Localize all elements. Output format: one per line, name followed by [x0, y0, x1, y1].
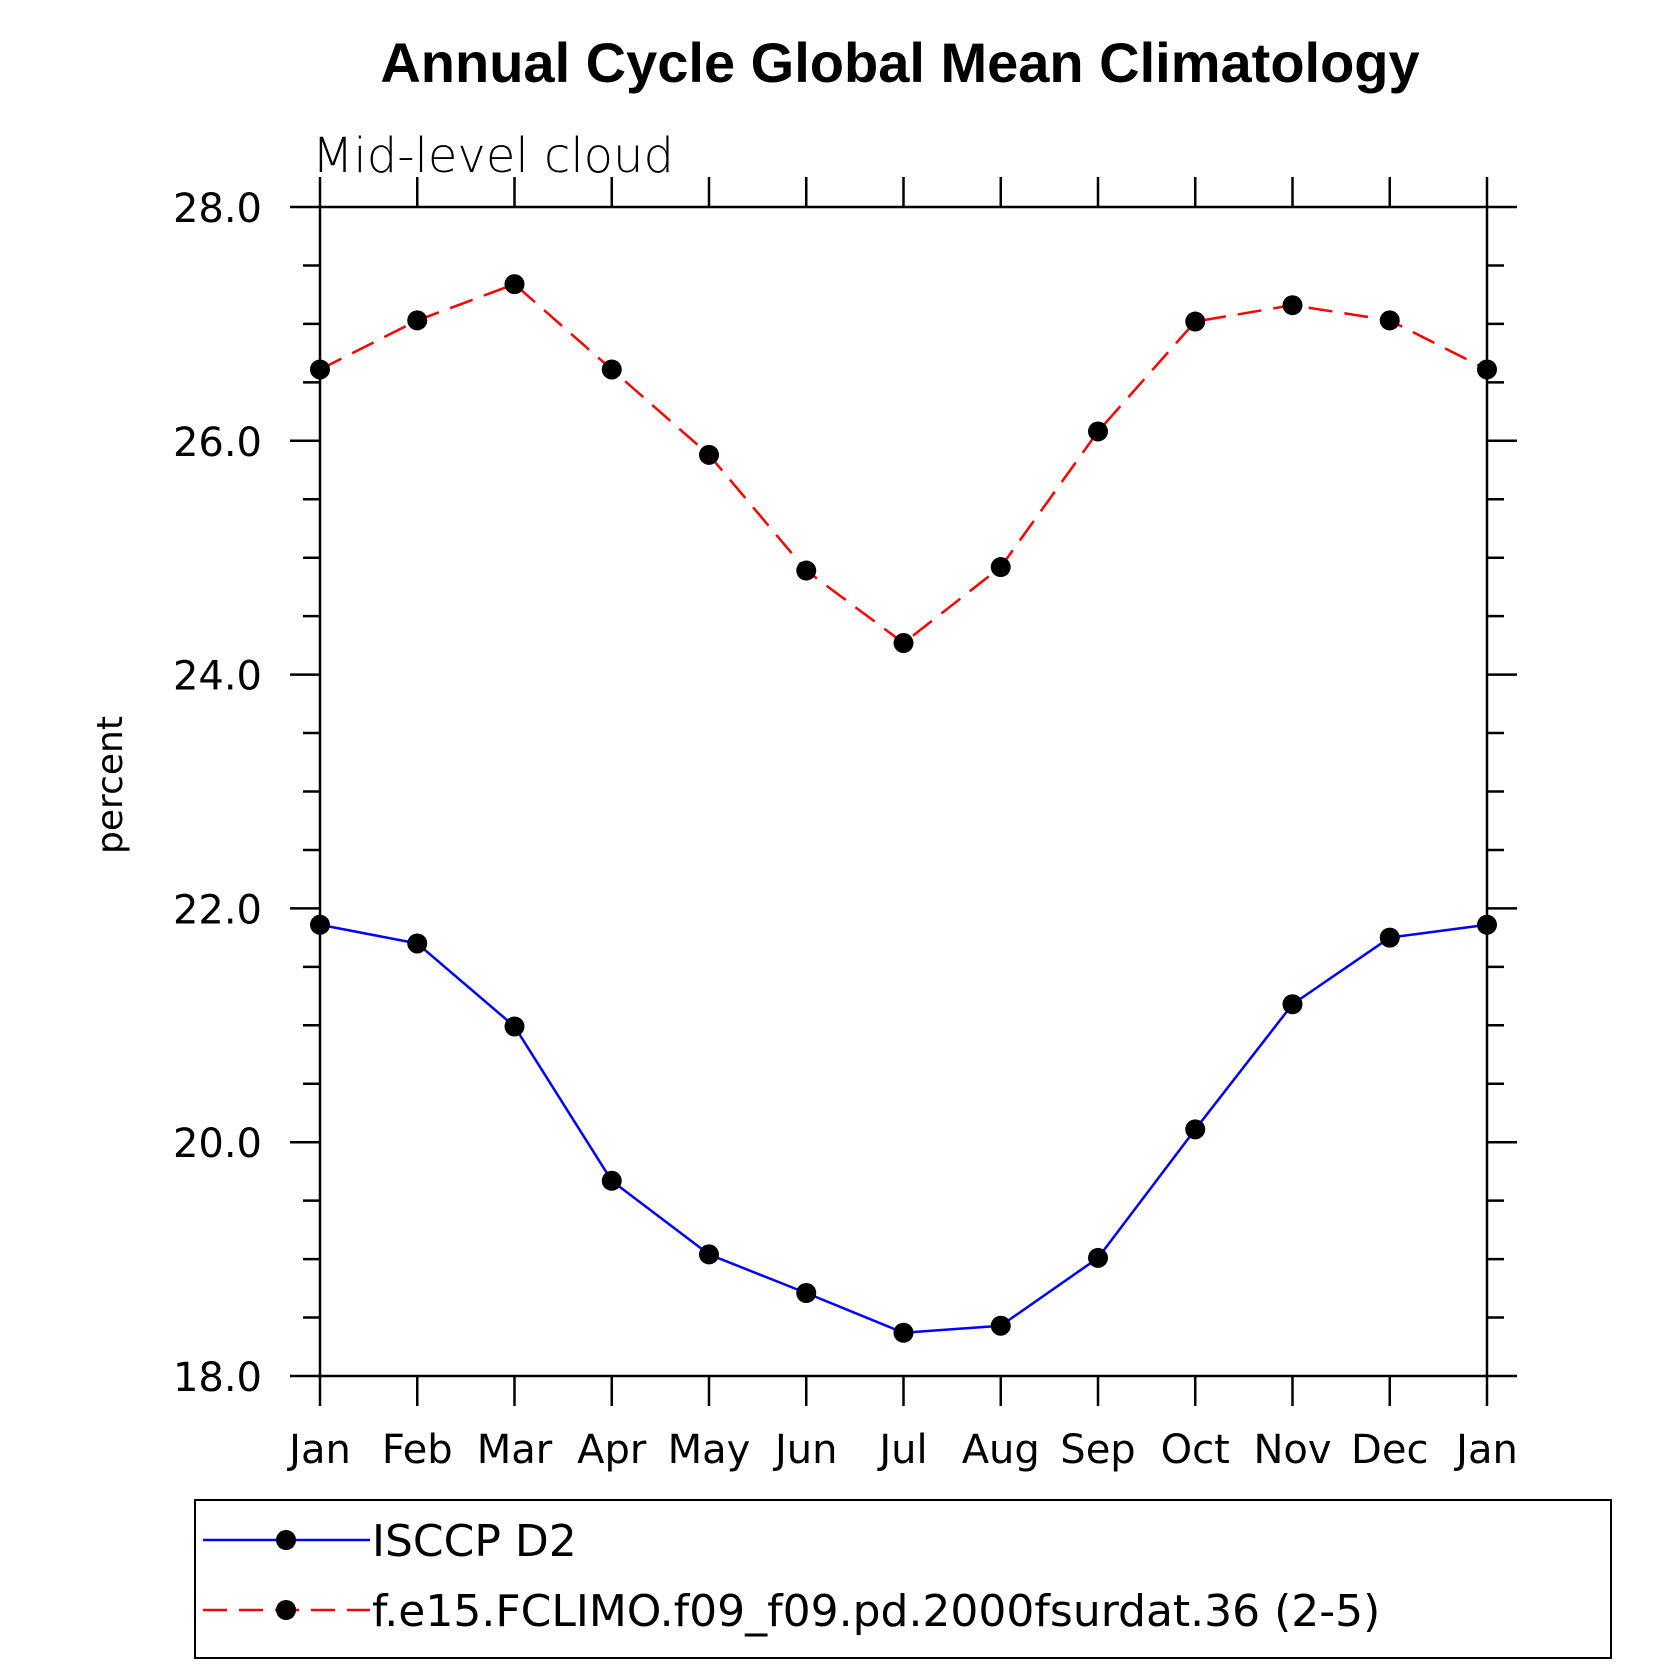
- legend-label-2: f.e15.FCLIMO.f09_f09.pd.2000fsurdat.36 (…: [372, 1586, 1380, 1637]
- x-tick-label: May: [668, 1427, 751, 1473]
- series-1-point: [699, 1244, 719, 1265]
- chart-title: Annual Cycle Global Mean Climatology: [380, 31, 1419, 94]
- series-2-point: [1282, 295, 1303, 316]
- legend-marker-2: [276, 1600, 296, 1620]
- x-tick-label: Sep: [1060, 1427, 1135, 1473]
- x-tick-label: Jan: [286, 1427, 351, 1473]
- y-tick-label: 28.0: [173, 186, 262, 232]
- y-tick-label: 22.0: [173, 887, 262, 933]
- series-1-point: [990, 1315, 1011, 1336]
- plot-frame: [318, 205, 1489, 1378]
- series-1-point: [504, 1016, 525, 1037]
- legend: ISCCP D2 f.e15.FCLIMO.f09_f09.pd.2000fsur…: [203, 1516, 1380, 1637]
- series-1-point: [310, 914, 330, 935]
- series-1-point: [1088, 1247, 1108, 1268]
- x-tick-label: Nov: [1253, 1427, 1331, 1473]
- y-tick-label: 18.0: [173, 1355, 262, 1401]
- x-tick-label: Jun: [772, 1427, 838, 1473]
- chart-subtitle: Mid-level cloud: [312, 128, 674, 184]
- series-2-point: [1088, 421, 1108, 442]
- series-line-2: [319, 282, 1488, 645]
- series-2-point: [1185, 311, 1206, 332]
- series-1-point: [601, 1170, 622, 1191]
- x-tick-label: Jan: [1453, 1427, 1518, 1473]
- x-tick-label: Aug: [962, 1427, 1040, 1473]
- x-tick-label: Mar: [477, 1427, 553, 1473]
- series-2-point: [893, 633, 914, 654]
- y-axis-label: percent: [90, 716, 131, 854]
- series-line-1: [319, 923, 1488, 1335]
- series-2-point: [796, 560, 817, 581]
- series-2-point: [310, 359, 330, 380]
- series-2-point: [504, 274, 525, 295]
- series-1-point: [1185, 1119, 1206, 1140]
- legend-box: [194, 1499, 1612, 1659]
- series-1-point: [1282, 994, 1303, 1015]
- x-tick-label: Jul: [876, 1427, 927, 1473]
- x-tick-label: Dec: [1351, 1427, 1428, 1473]
- series-2-point: [1379, 310, 1400, 331]
- series-1-point: [796, 1283, 817, 1304]
- y-tick-label: 24.0: [173, 654, 262, 700]
- series-1-point: [893, 1322, 914, 1343]
- series-2-point: [407, 310, 428, 331]
- series-2-point: [699, 444, 719, 465]
- series-1-point: [1477, 914, 1497, 935]
- y-tick-label: 26.0: [173, 420, 262, 466]
- legend-marker-1: [276, 1530, 296, 1550]
- series-2-point: [1477, 359, 1497, 380]
- axes-layer: 18.0 20.0 22.0 24.0 26.0 28.0 Jan Feb Mar Apr May J…: [173, 177, 1518, 1473]
- series-2-point: [601, 359, 622, 380]
- series-layer: [310, 274, 1497, 1343]
- x-tick-label: Apr: [577, 1427, 647, 1473]
- series-2-point: [990, 557, 1011, 578]
- y-tick-label: 20.0: [173, 1121, 262, 1167]
- series-1-point: [407, 933, 428, 954]
- x-tick-label: Feb: [382, 1427, 453, 1473]
- series-1-point: [1379, 927, 1400, 948]
- legend-label-1: ISCCP D2: [372, 1516, 577, 1567]
- x-tick-label: Oct: [1161, 1427, 1230, 1473]
